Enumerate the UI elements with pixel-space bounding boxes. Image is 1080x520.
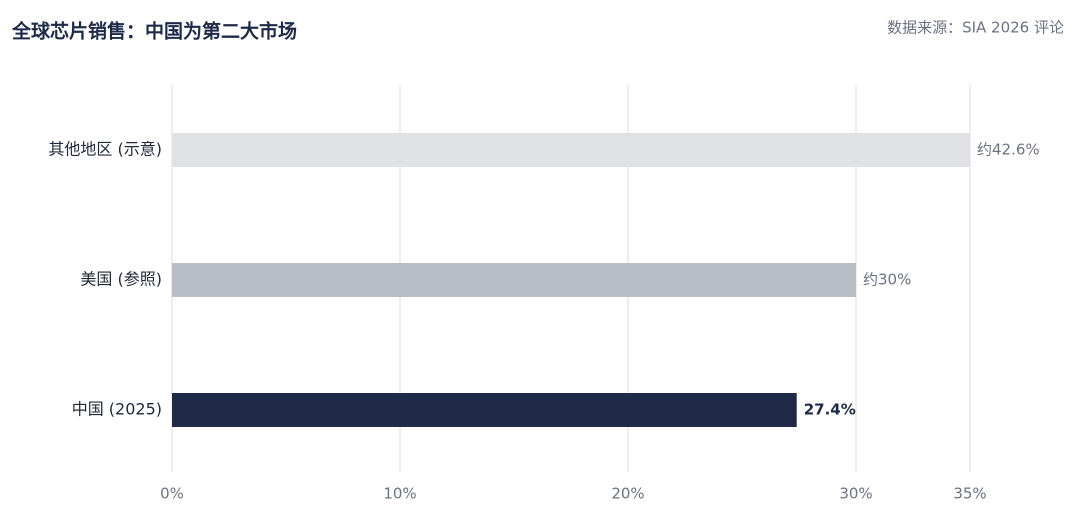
bar (172, 263, 856, 297)
x-tick-label: 20% (611, 485, 644, 503)
value-label: 约30% (863, 271, 911, 289)
y-tick-label: 其他地区 (示意) (48, 140, 162, 159)
x-tick-label: 10% (383, 485, 416, 503)
value-label: 27.4% (804, 401, 856, 419)
source-note: 数据来源：SIA 2026 评论 (887, 19, 1064, 37)
y-tick-label: 中国 (2025) (72, 400, 162, 419)
x-tick-label: 35% (953, 485, 986, 503)
bar (172, 133, 970, 167)
y-tick-label: 美国 (参照) (80, 270, 162, 289)
bar (172, 393, 797, 427)
x-tick-label: 0% (160, 485, 184, 503)
chart-title: 全球芯片销售：中国为第二大市场 (11, 20, 297, 43)
value-label: 约42.6% (977, 141, 1040, 159)
x-tick-label: 30% (839, 485, 872, 503)
